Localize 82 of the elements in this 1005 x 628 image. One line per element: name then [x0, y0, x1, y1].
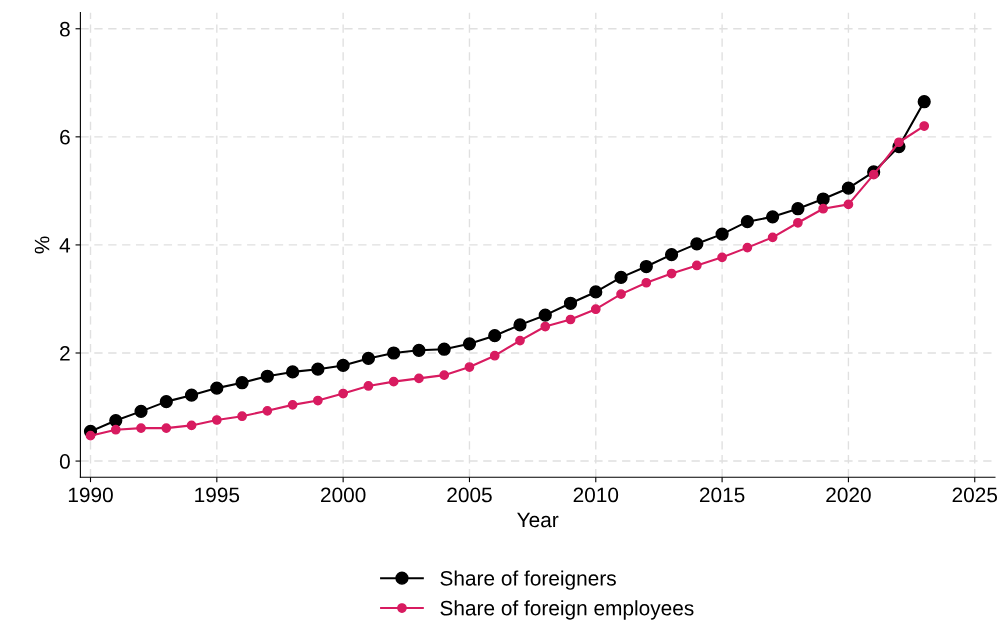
point — [894, 137, 904, 148]
point — [614, 270, 628, 284]
point — [515, 335, 525, 346]
point — [742, 242, 753, 253]
y-tick-label: 0 — [59, 454, 70, 469]
point — [917, 95, 931, 109]
point — [387, 346, 401, 360]
point — [690, 237, 704, 251]
point — [237, 411, 247, 422]
point — [462, 337, 477, 351]
point — [793, 217, 803, 228]
point — [818, 203, 829, 214]
y-tick-label: 2 — [60, 346, 70, 361]
y-tick-label: 6 — [60, 129, 70, 145]
point — [488, 329, 502, 343]
point — [260, 369, 274, 383]
point — [134, 404, 148, 418]
point — [740, 215, 754, 229]
point — [664, 248, 679, 262]
point — [666, 268, 677, 279]
x-tick-label: 2005 — [447, 487, 492, 503]
x-tick-label: 2025 — [952, 487, 998, 503]
legend-label: Share of foreigners — [440, 570, 616, 590]
point — [589, 285, 603, 299]
point — [287, 400, 298, 410]
point — [590, 304, 601, 315]
point — [489, 350, 500, 361]
point — [841, 181, 856, 195]
point — [538, 308, 552, 322]
point — [161, 423, 172, 433]
x-tick-label: 2010 — [573, 487, 619, 503]
point — [184, 388, 199, 402]
point — [210, 381, 224, 395]
point — [715, 227, 729, 241]
point — [767, 232, 778, 243]
point — [363, 381, 374, 391]
legend-label: Share of foreign employees — [440, 600, 694, 620]
y-tick-label: 8 — [60, 21, 70, 37]
point — [717, 252, 727, 263]
x-tick-label: 2000 — [321, 487, 366, 503]
point — [109, 413, 123, 428]
point — [159, 395, 173, 409]
x-tick-label: 1990 — [68, 487, 113, 503]
point — [439, 370, 450, 381]
point — [136, 423, 146, 433]
point — [565, 314, 576, 325]
point — [110, 424, 121, 435]
point — [843, 199, 854, 210]
y-axis-title: % — [34, 236, 50, 254]
point — [388, 376, 399, 387]
point — [464, 362, 475, 372]
x-tick-label: 1995 — [195, 487, 240, 503]
point — [563, 296, 578, 310]
point — [311, 362, 325, 376]
point — [336, 358, 350, 373]
point — [639, 259, 653, 274]
y-tick-label: 4 — [59, 238, 71, 253]
point — [816, 192, 830, 206]
point — [766, 210, 780, 224]
point — [412, 343, 426, 357]
point — [868, 169, 879, 180]
point — [313, 395, 323, 406]
point — [414, 373, 424, 384]
x-tick-label: 2020 — [826, 487, 871, 503]
point — [186, 420, 197, 431]
point — [85, 430, 96, 441]
point — [211, 415, 222, 425]
point — [919, 121, 930, 131]
point — [691, 260, 702, 271]
point — [616, 289, 626, 299]
point — [235, 376, 249, 390]
point — [513, 318, 527, 332]
point — [791, 202, 805, 216]
point — [540, 321, 551, 332]
point — [361, 351, 376, 365]
point — [437, 342, 451, 356]
point — [338, 388, 349, 399]
point — [286, 365, 300, 379]
point — [262, 405, 273, 416]
x-axis-title: Year — [517, 512, 559, 528]
x-tick-label: 2015 — [699, 487, 745, 503]
point — [641, 277, 652, 288]
